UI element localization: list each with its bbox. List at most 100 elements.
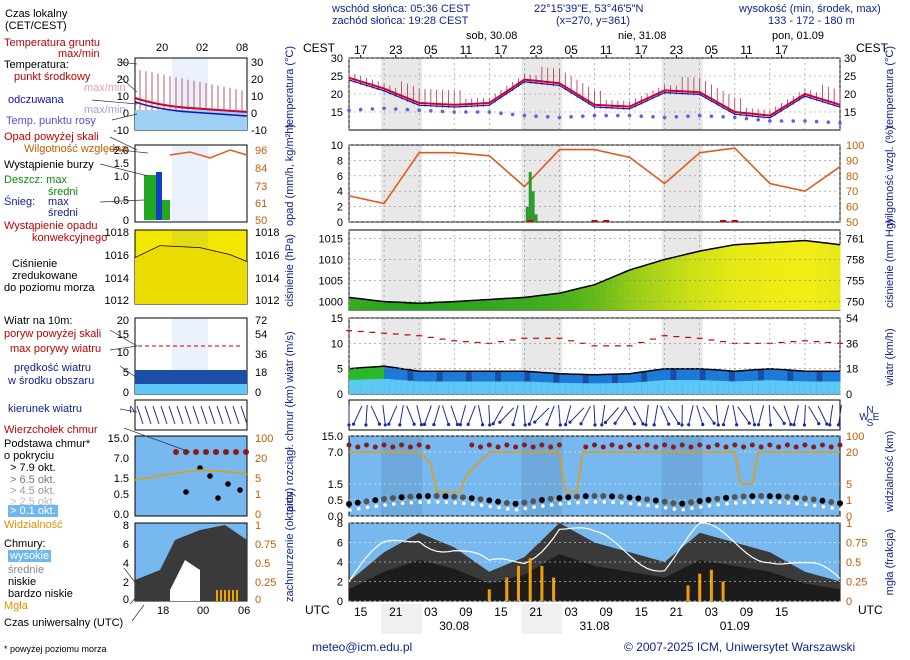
wind-arrow-head: [558, 423, 562, 427]
legend-fog: Mgła: [4, 600, 28, 612]
wind-speed-light: [764, 380, 771, 394]
wind-speed-light: [606, 383, 613, 394]
legend-wind-tick-right: 0: [255, 387, 261, 399]
cloud-base-dot: [565, 494, 572, 501]
legend-humidity-tick: 96: [255, 145, 267, 157]
wind-speed-column: [553, 373, 560, 394]
cloud-base-light-dot: [733, 501, 738, 505]
dew-point-dot: [358, 107, 363, 112]
cloud-base-light-dot: [506, 507, 510, 511]
press-ytick: 1000: [319, 297, 343, 309]
wind-arrow-head: [419, 423, 424, 427]
footer-email[interactable]: meteo@icm.edu.pl: [312, 640, 413, 654]
legend-snow-max: max: [48, 196, 69, 208]
cloud-base-light-dot: [795, 501, 799, 506]
cloud-base-dot: [793, 494, 800, 501]
fog-bar: [686, 585, 690, 601]
wind-arrow: [492, 406, 504, 424]
cloud-top-dot: [679, 442, 685, 448]
wind-speed-light: [471, 381, 479, 394]
legend-rain-mid: średni: [48, 186, 78, 198]
wind-arrow-head: [789, 422, 793, 427]
wind-speed-light: [582, 383, 590, 394]
legend-cloud-top-dot: [203, 449, 209, 455]
legend-wind-tick: 5: [123, 367, 129, 379]
pressure-fill-column: [571, 289, 578, 310]
wind-speed-column: [419, 371, 426, 394]
cloud-base-light-dot: [620, 501, 624, 505]
wind-speed-column: [606, 374, 613, 394]
wind-speed-column: [454, 371, 461, 394]
wind-arrow: [523, 404, 526, 426]
wind-speed-light: [483, 381, 490, 394]
dew-point-dot: [347, 108, 351, 112]
legend-storm: Wystąpienie burzy: [4, 159, 94, 171]
legend-humidity-tick: 61: [255, 198, 267, 210]
legend-utc: Czas uniwersalny (UTC): [4, 617, 124, 629]
humidity-ytick: 50: [846, 217, 858, 229]
utc-date-shade: [521, 604, 563, 634]
wind-speed-light: [366, 379, 373, 394]
rain-bar: [528, 171, 532, 222]
wind-speed-light: [623, 382, 631, 394]
compass-s: S: [867, 418, 874, 429]
legend-leader-line: [129, 595, 138, 605]
wind-speed-column: [676, 368, 683, 394]
altitude-label: wysokość (min, środek, max): [739, 3, 881, 15]
coverage-ytick: 8: [337, 518, 343, 530]
legend-cloud-top: Wierzchołek chmur: [4, 424, 98, 436]
cloud-top-dot: [390, 444, 396, 450]
wind-speed-light: [799, 381, 806, 394]
dew-point-dot: [417, 108, 421, 112]
wind-speed-light: [635, 382, 642, 394]
pressure-fill-column: [530, 296, 537, 310]
cloud-base-dot: [591, 493, 598, 500]
wind-speed-column: [723, 370, 730, 394]
cloud-base-dot: [372, 497, 379, 504]
pressure-fill-column: [407, 302, 414, 310]
dew-point-dot: [429, 109, 433, 113]
wind-arrow: [715, 405, 719, 425]
wind-speed-column: [436, 371, 444, 394]
wind-speed-light: [378, 378, 385, 394]
footer-copyright: © 2007-2025 ICM, Uniwersytet Warszawski: [624, 640, 856, 654]
wind-arrow-head: [398, 423, 402, 427]
wind-arrow: [688, 405, 694, 425]
press-night-band: [661, 230, 703, 310]
legend-vis-tick: 5: [255, 473, 261, 485]
wind-speed-light: [588, 383, 595, 394]
cloud-top-dot: [688, 444, 694, 450]
precip-frame: [348, 144, 841, 223]
legend-cloud-base-dot: [197, 465, 203, 471]
cloud-base-dot: [547, 495, 554, 502]
temp-ytick-right: 25: [844, 71, 856, 83]
wind-arrow: [416, 405, 422, 425]
cloud-base-light-dot: [690, 506, 694, 511]
wind-speed-column: [711, 369, 718, 394]
wind-speed-column: [623, 373, 631, 394]
legend-temp-tick-right: 10: [251, 91, 263, 103]
legend-cloud-top-dot: [223, 449, 229, 455]
cloud-base-dot: [346, 501, 352, 507]
pressure-fill-column: [804, 240, 812, 310]
cloud-top-dot: [758, 444, 764, 450]
cloud-top-dot: [548, 444, 554, 450]
cloud-top-dot: [767, 442, 773, 448]
legend-okt65: > 6.5 okt.: [10, 474, 56, 486]
cloud-base-dot: [731, 494, 738, 501]
legend-wind-small-night: [172, 318, 208, 394]
wind-speed-column: [460, 371, 467, 394]
wind-speed-light: [699, 380, 707, 394]
wind-ytick: 5: [337, 364, 343, 376]
pressure-fill-column: [810, 241, 818, 310]
humidity-ytick: 80: [846, 171, 858, 183]
legend-wind-arrow: [160, 405, 168, 425]
pressure-fill-column: [366, 299, 373, 310]
wind-arrow: [838, 405, 842, 425]
utc-date-shade: [381, 604, 423, 634]
wind-speed-light: [553, 382, 560, 394]
precip-ytick: 4: [337, 186, 343, 198]
cloud-top-dot: [372, 444, 378, 450]
wind-speed-light: [495, 381, 502, 394]
wind-arrow-head: [579, 422, 583, 426]
